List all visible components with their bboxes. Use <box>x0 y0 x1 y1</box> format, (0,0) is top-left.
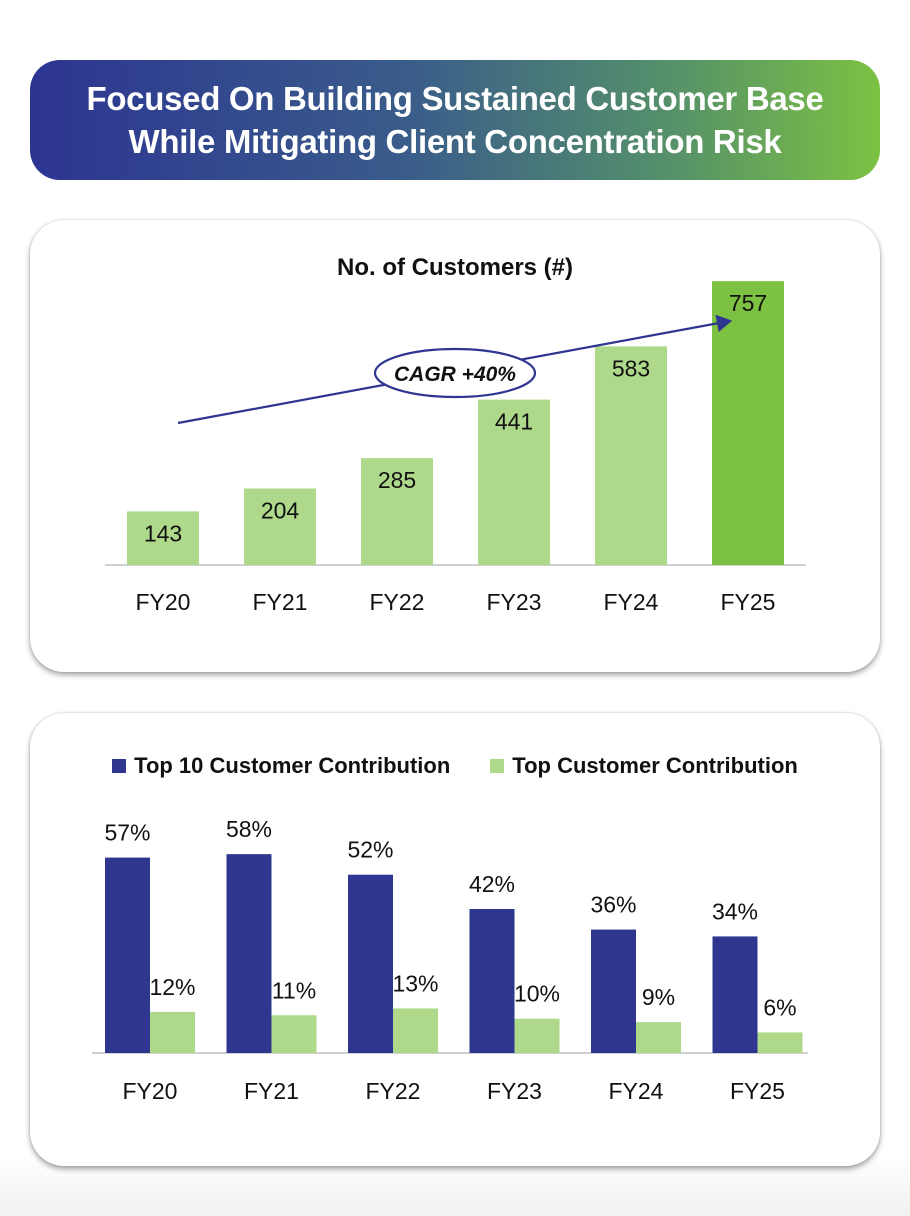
contribution-bar-top1-fy25 <box>757 1032 803 1053</box>
contribution-bar-top10-fy21 <box>226 854 272 1053</box>
legend-label-top-10: Top 10 Customer Contribution <box>134 753 451 778</box>
customers-bar-fy25 <box>712 281 784 565</box>
customers-value-label-fy21: 204 <box>261 498 300 524</box>
customers-bar-fy23 <box>478 399 550 565</box>
customers-value-label-fy24: 583 <box>612 355 650 381</box>
contribution-bar-top10-fy23 <box>469 909 515 1053</box>
legend-label-top-customer: Top Customer Contribution <box>512 753 798 778</box>
customers-x-tick-fy24: FY24 <box>604 589 659 615</box>
customers-chart-card: No. of Customers (#) 143 FY20 204 FY21 285 FY… <box>30 220 880 672</box>
cagr-badge-outline <box>373 347 537 399</box>
contribution-value-label-top10-fy22: 52% <box>347 837 393 863</box>
contribution-bar-top1-fy22 <box>393 1008 438 1053</box>
contribution-x-tick-fy24: FY24 <box>609 1078 664 1104</box>
contribution-bar-top10-fy22 <box>348 874 393 1053</box>
customers-x-tick-fy20: FY20 <box>136 589 191 615</box>
customers-bar-fy20 <box>127 511 199 565</box>
contribution-value-label-top1-fy20: 12% <box>149 974 195 1000</box>
customers-bar-fy24 <box>595 346 667 565</box>
contribution-x-tick-fy21: FY21 <box>244 1078 299 1104</box>
customers-value-label-fy20: 143 <box>144 520 182 546</box>
contribution-legend: Top 10 Customer Contribution Top Custome… <box>30 753 880 779</box>
contribution-x-tick-fy20: FY20 <box>123 1078 178 1104</box>
contribution-bar-top10-fy24 <box>591 929 636 1053</box>
customers-bar-fy22 <box>361 458 433 565</box>
legend-item-top-customer: Top Customer Contribution <box>490 753 798 779</box>
customers-bar-chart: 143 FY20 204 FY21 285 FY22 441 FY23 583 FY24 757 FY… <box>105 281 806 615</box>
contribution-value-label-top1-fy25: 6% <box>763 994 796 1020</box>
contribution-value-label-top10-fy23: 42% <box>469 871 515 897</box>
page-bottom-fade <box>0 1156 910 1216</box>
legend-item-top-10: Top 10 Customer Contribution <box>112 753 450 779</box>
legend-swatch-top-customer <box>490 759 505 773</box>
contribution-value-label-top10-fy20: 57% <box>104 820 150 846</box>
cagr-label: CAGR +40% <box>394 363 516 386</box>
contribution-value-label-top10-fy21: 58% <box>226 816 272 842</box>
contribution-value-label-top1-fy23: 10% <box>514 981 560 1007</box>
contribution-bar-chart: 57% 12% FY20 58% 11% FY21 52% 13% FY22 42% 10% FY23… <box>92 816 808 1104</box>
customers-x-tick-fy23: FY23 <box>487 589 542 615</box>
contribution-value-label-top10-fy24: 36% <box>590 892 636 918</box>
contribution-bar-top1-fy21 <box>271 1015 317 1053</box>
contribution-bar-top1-fy20 <box>150 1011 195 1053</box>
contribution-chart-card: Top 10 Customer Contribution Top Custome… <box>30 713 880 1166</box>
customers-value-label-fy22: 285 <box>378 467 416 493</box>
header-title-line-1: Focused On Building Sustained Customer B… <box>86 80 824 117</box>
customers-x-tick-fy22: FY22 <box>370 589 425 615</box>
contribution-x-tick-fy23: FY23 <box>487 1078 542 1104</box>
contribution-x-tick-fy22: FY22 <box>366 1078 421 1104</box>
contribution-x-tick-fy25: FY25 <box>730 1078 785 1104</box>
contribution-bar-top1-fy23 <box>514 1018 560 1053</box>
contribution-bar-top10-fy25 <box>712 936 758 1053</box>
legend-swatch-top-10 <box>112 759 127 773</box>
customers-value-label-fy23: 441 <box>495 409 533 435</box>
customers-bar-fy21 <box>244 488 316 565</box>
customers-x-tick-fy21: FY21 <box>253 589 308 615</box>
header-title-line-2: While Mitigating Client Concentration Ri… <box>128 123 782 160</box>
contribution-value-label-top1-fy22: 13% <box>392 970 438 996</box>
contribution-bar-top10-fy20 <box>105 857 150 1053</box>
customers-x-tick-fy25: FY25 <box>721 589 776 615</box>
header-banner: Focused On Building Sustained Customer B… <box>30 60 880 180</box>
contribution-value-label-top1-fy24: 9% <box>642 984 675 1010</box>
customers-chart-title: No. of Customers (#) <box>336 254 573 281</box>
contribution-value-label-top1-fy21: 11% <box>272 977 316 1003</box>
contribution-bar-top1-fy24 <box>636 1022 681 1053</box>
customers-value-label-fy25: 757 <box>729 290 767 316</box>
contribution-value-label-top10-fy25: 34% <box>712 898 758 924</box>
